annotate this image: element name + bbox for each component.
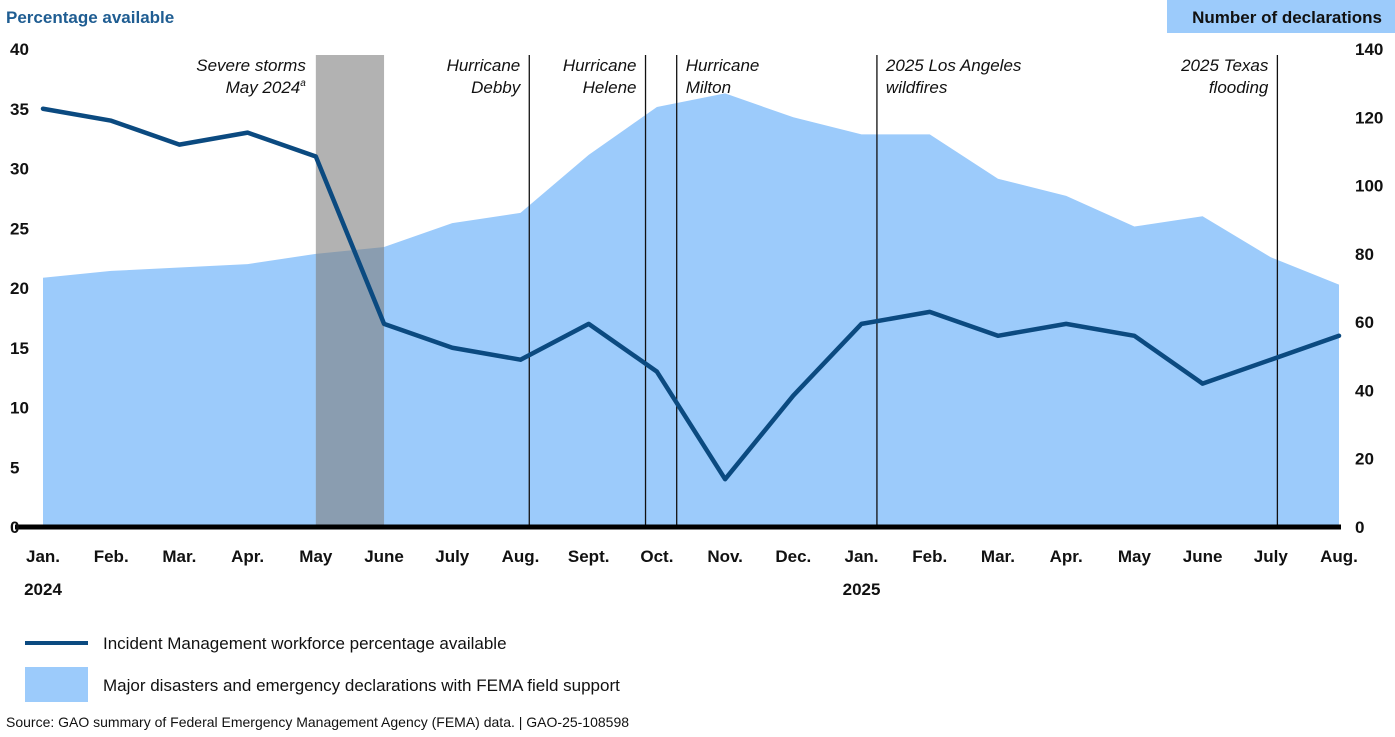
x-axis-year: 2025 (843, 580, 881, 599)
right-axis-tick: 20 (1355, 450, 1374, 469)
declarations-area (43, 93, 1339, 527)
left-axis-tick: 15 (10, 339, 29, 358)
event-label: Helene (583, 78, 637, 97)
footnote-marker: a (300, 78, 306, 89)
event-label: Hurricane (686, 56, 760, 75)
x-axis-tick: May (299, 547, 333, 566)
x-axis-tick: Nov. (707, 547, 743, 566)
source-note: Source: GAO summary of Federal Emergency… (6, 714, 629, 730)
event-label: Hurricane (447, 56, 521, 75)
workforce-line (40, 106, 1342, 482)
event-label: Debby (471, 78, 522, 97)
left-axis-tick: 5 (10, 458, 19, 477)
event-label: Severe storms (196, 56, 306, 75)
x-axis-tick: Dec. (775, 547, 811, 566)
x-axis-tick: July (1254, 547, 1289, 566)
x-axis-tick: June (364, 547, 404, 566)
legend-label-line: Incident Management workforce percentage… (103, 634, 507, 653)
right-axis-tick: 100 (1355, 177, 1383, 196)
event-label: flooding (1209, 78, 1269, 97)
left-axis-tick: 30 (10, 160, 29, 179)
x-axis-tick: Jan. (26, 547, 60, 566)
x-axis-tick: Jan. (845, 547, 879, 566)
left-axis-tick: 10 (10, 399, 29, 418)
x-axis-tick: July (435, 547, 470, 566)
left-axis-tick: 35 (10, 100, 29, 119)
x-axis-tick: Mar. (981, 547, 1015, 566)
left-axis-tick: 0 (10, 518, 19, 537)
right-axis-tick: 0 (1355, 518, 1364, 537)
right-axis-label: Number of declarations (1192, 8, 1382, 27)
x-axis-tick: Sept. (568, 547, 610, 566)
x-axis-tick: Feb. (912, 547, 947, 566)
x-axis-tick: Apr. (1050, 547, 1083, 566)
event-band (315, 55, 385, 527)
right-axis-tick: 120 (1355, 108, 1383, 127)
right-axis-tick: 80 (1355, 245, 1374, 264)
x-axis-tick: Oct. (640, 547, 673, 566)
x-axis-tick: Mar. (162, 547, 196, 566)
legend-area-swatch (25, 667, 88, 702)
x-axis-year: 2024 (24, 580, 62, 599)
x-axis-tick: Aug. (502, 547, 540, 566)
x-axis-tick: May (1118, 547, 1152, 566)
event-label: wildfires (886, 78, 948, 97)
left-axis-tick: 40 (10, 40, 29, 59)
x-axis-tick: June (1183, 547, 1223, 566)
event-label: Hurricane (563, 56, 637, 75)
event-label: May 2024a (226, 78, 307, 97)
event-label: Milton (686, 78, 731, 97)
left-axis-label: Percentage available (6, 8, 174, 27)
x-axis-tick: Apr. (231, 547, 264, 566)
legend-label-area: Major disasters and emergency declaratio… (103, 676, 620, 695)
x-axis-tick: Aug. (1320, 547, 1358, 566)
right-axis-tick: 40 (1355, 381, 1374, 400)
right-axis-tick: 60 (1355, 313, 1374, 332)
event-label: 2025 Texas (1180, 56, 1269, 75)
left-axis-tick: 20 (10, 279, 29, 298)
x-axis-tick: Feb. (94, 547, 129, 566)
right-axis-label-bg (1167, 0, 1395, 33)
right-axis-tick: 140 (1355, 40, 1383, 59)
event-label: 2025 Los Angeles (885, 56, 1022, 75)
left-axis-tick: 25 (10, 219, 29, 238)
